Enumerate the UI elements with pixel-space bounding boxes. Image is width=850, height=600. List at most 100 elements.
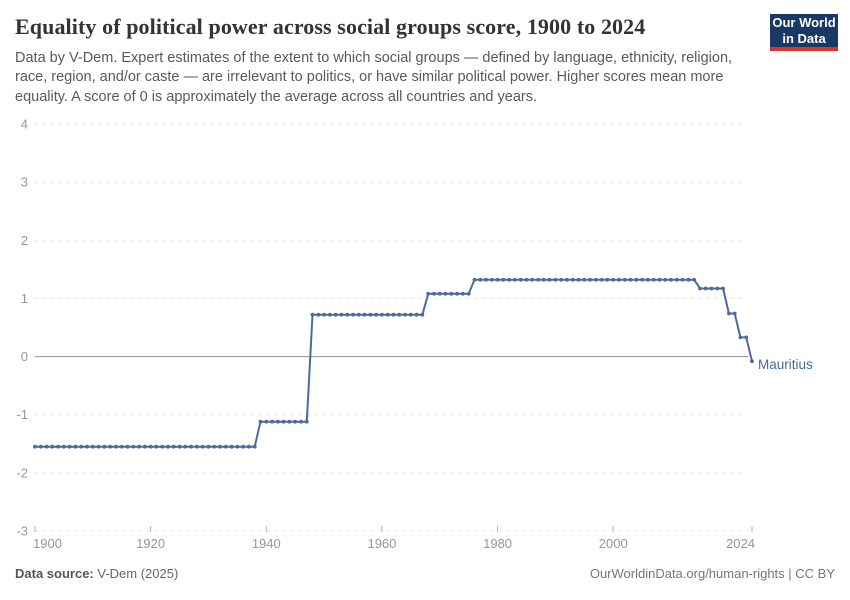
data-point[interactable] bbox=[594, 277, 598, 282]
data-point[interactable] bbox=[108, 444, 113, 449]
data-point[interactable] bbox=[674, 277, 679, 282]
data-point[interactable] bbox=[148, 444, 153, 449]
data-point[interactable] bbox=[114, 444, 118, 449]
data-point[interactable] bbox=[698, 286, 702, 291]
data-point[interactable] bbox=[657, 277, 662, 282]
data-point[interactable] bbox=[218, 444, 222, 449]
data-point[interactable] bbox=[356, 312, 361, 317]
data-point[interactable] bbox=[669, 277, 673, 282]
data-point[interactable] bbox=[513, 277, 517, 282]
data-point[interactable] bbox=[582, 277, 587, 282]
data-point[interactable] bbox=[617, 277, 621, 282]
data-point[interactable] bbox=[380, 312, 384, 317]
data-point[interactable] bbox=[397, 312, 402, 317]
data-point[interactable] bbox=[119, 444, 124, 449]
data-point[interactable] bbox=[599, 277, 604, 282]
data-point[interactable] bbox=[264, 419, 269, 424]
data-point[interactable] bbox=[160, 444, 165, 449]
data-point[interactable] bbox=[316, 312, 321, 317]
data-point[interactable] bbox=[67, 444, 72, 449]
data-point[interactable] bbox=[628, 277, 633, 282]
data-point[interactable] bbox=[680, 277, 685, 282]
data-point[interactable] bbox=[408, 312, 413, 317]
data-point[interactable] bbox=[252, 444, 257, 449]
data-point[interactable] bbox=[102, 444, 107, 449]
data-point[interactable] bbox=[541, 277, 546, 282]
data-point[interactable] bbox=[212, 444, 217, 449]
series-line-mauritius[interactable] bbox=[34, 278, 753, 448]
data-point[interactable] bbox=[732, 311, 737, 316]
data-point[interactable] bbox=[536, 277, 540, 282]
data-point[interactable] bbox=[73, 444, 78, 449]
data-point[interactable] bbox=[414, 312, 419, 317]
data-point[interactable] bbox=[79, 444, 84, 449]
data-point[interactable] bbox=[258, 419, 263, 424]
data-point[interactable] bbox=[640, 277, 644, 282]
data-point[interactable] bbox=[437, 291, 442, 296]
data-point[interactable] bbox=[177, 444, 182, 449]
data-point[interactable] bbox=[241, 444, 246, 449]
data-point[interactable] bbox=[495, 277, 500, 282]
data-point[interactable] bbox=[559, 277, 564, 282]
data-point[interactable] bbox=[565, 277, 569, 282]
data-point[interactable] bbox=[154, 444, 159, 449]
data-point[interactable] bbox=[403, 312, 407, 317]
data-point[interactable] bbox=[663, 277, 668, 282]
data-point[interactable] bbox=[85, 444, 89, 449]
data-point[interactable] bbox=[328, 312, 332, 317]
data-point[interactable] bbox=[518, 277, 523, 282]
data-point[interactable] bbox=[385, 312, 390, 317]
data-point[interactable] bbox=[744, 335, 749, 340]
data-point[interactable] bbox=[721, 286, 725, 291]
data-point[interactable] bbox=[709, 286, 714, 291]
data-point[interactable] bbox=[501, 277, 506, 282]
data-point[interactable] bbox=[530, 277, 535, 282]
data-point[interactable] bbox=[137, 444, 142, 449]
data-point[interactable] bbox=[299, 419, 303, 424]
data-point[interactable] bbox=[622, 277, 627, 282]
data-point[interactable] bbox=[310, 312, 315, 317]
data-point[interactable] bbox=[646, 277, 650, 282]
data-point[interactable] bbox=[333, 312, 338, 317]
series-label-mauritius[interactable]: Mauritius bbox=[758, 357, 813, 372]
data-point[interactable] bbox=[750, 359, 754, 364]
data-point[interactable] bbox=[287, 419, 292, 424]
data-point[interactable] bbox=[195, 444, 199, 449]
data-point[interactable] bbox=[339, 312, 344, 317]
data-point[interactable] bbox=[443, 291, 448, 296]
data-point[interactable] bbox=[391, 312, 396, 317]
data-point[interactable] bbox=[281, 419, 286, 424]
data-point[interactable] bbox=[96, 444, 101, 449]
data-point[interactable] bbox=[304, 419, 309, 424]
data-point[interactable] bbox=[56, 444, 60, 449]
data-point[interactable] bbox=[727, 311, 731, 316]
data-point[interactable] bbox=[171, 444, 176, 449]
data-point[interactable] bbox=[588, 277, 592, 282]
data-point[interactable] bbox=[426, 291, 431, 296]
data-point[interactable] bbox=[270, 419, 274, 424]
data-point[interactable] bbox=[183, 444, 188, 449]
data-point[interactable] bbox=[229, 444, 234, 449]
owid-logo[interactable]: Our World in Data bbox=[770, 14, 838, 51]
data-point[interactable] bbox=[651, 277, 656, 282]
data-point[interactable] bbox=[692, 277, 697, 282]
data-point[interactable] bbox=[570, 277, 575, 282]
data-point[interactable] bbox=[345, 312, 350, 317]
data-point[interactable] bbox=[553, 277, 558, 282]
data-point[interactable] bbox=[374, 312, 379, 317]
data-point[interactable] bbox=[466, 291, 471, 296]
data-point[interactable] bbox=[62, 444, 66, 449]
data-point[interactable] bbox=[247, 444, 251, 449]
data-point[interactable] bbox=[489, 277, 494, 282]
data-point[interactable] bbox=[322, 312, 326, 317]
data-point[interactable] bbox=[125, 444, 130, 449]
data-point[interactable] bbox=[738, 335, 743, 340]
data-point[interactable] bbox=[432, 291, 436, 296]
data-point[interactable] bbox=[223, 444, 228, 449]
data-point[interactable] bbox=[131, 444, 136, 449]
data-point[interactable] bbox=[507, 277, 511, 282]
data-point[interactable] bbox=[686, 277, 691, 282]
data-point[interactable] bbox=[455, 291, 459, 296]
data-point[interactable] bbox=[576, 277, 581, 282]
footer-link[interactable]: OurWorldinData.org/human-rights | CC BY bbox=[589, 566, 835, 581]
